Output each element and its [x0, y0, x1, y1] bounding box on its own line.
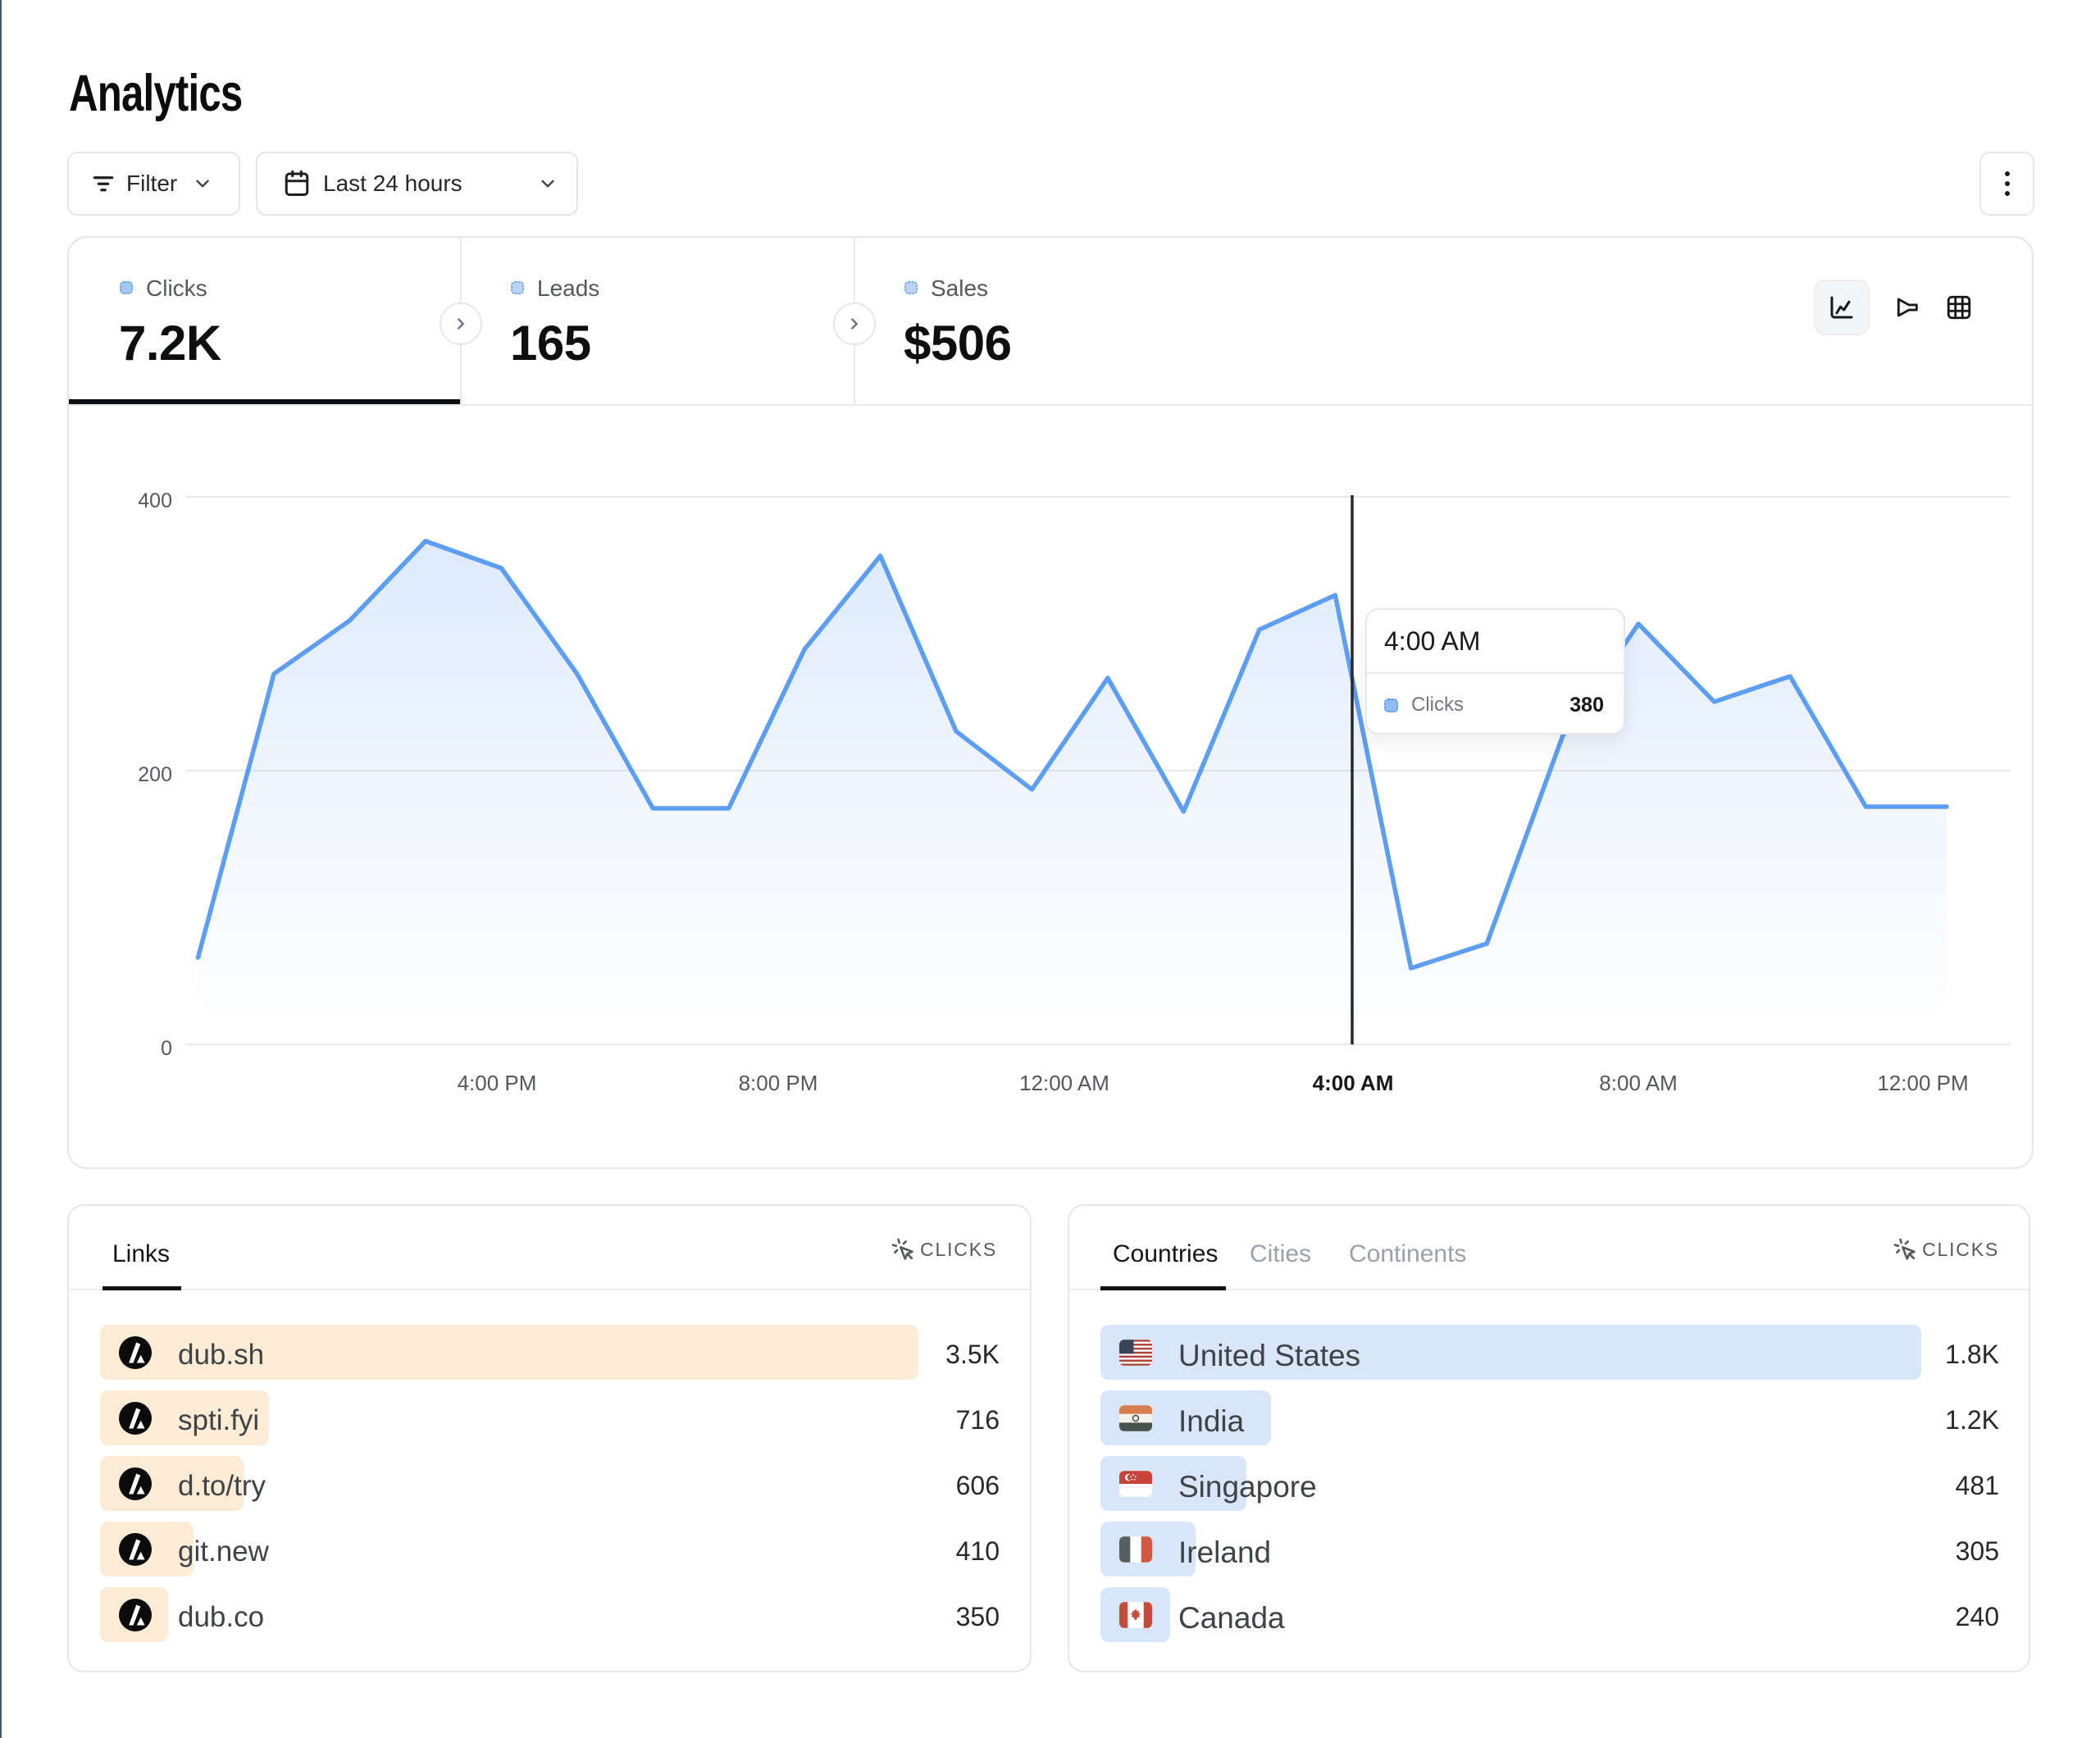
- svg-text:4:00 PM: 4:00 PM: [458, 1071, 537, 1095]
- svg-text:400: 400: [138, 489, 172, 512]
- svg-text:0: 0: [161, 1037, 172, 1060]
- svg-text:200: 200: [138, 763, 172, 786]
- svg-text:8:00 PM: 8:00 PM: [739, 1071, 818, 1095]
- svg-text:8:00 AM: 8:00 AM: [1599, 1071, 1677, 1095]
- svg-text:4:00 AM: 4:00 AM: [1313, 1071, 1394, 1095]
- svg-text:12:00 AM: 12:00 AM: [1019, 1071, 1109, 1095]
- svg-text:12:00 PM: 12:00 PM: [1877, 1071, 1968, 1095]
